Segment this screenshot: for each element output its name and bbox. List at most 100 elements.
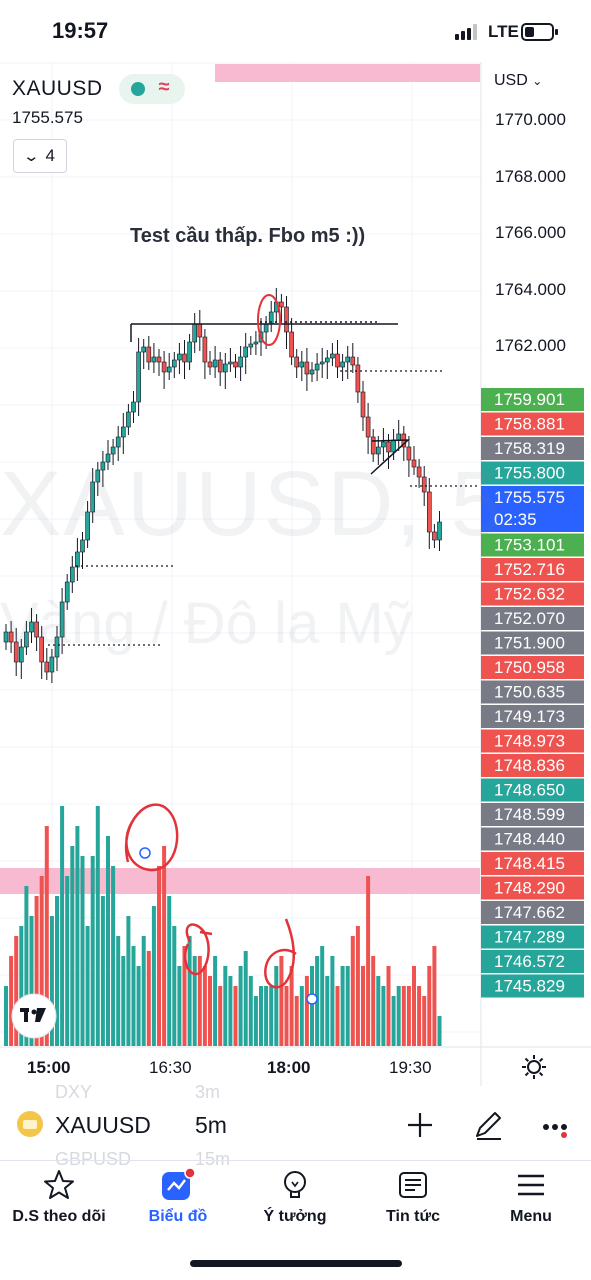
price-label: 1758.881 — [481, 412, 584, 436]
candle — [151, 343, 157, 373]
more-icon[interactable] — [540, 1114, 574, 1140]
volume-bar — [65, 876, 70, 1046]
volume-bar — [111, 866, 116, 1046]
candle — [233, 354, 238, 378]
candle — [100, 451, 106, 487]
nav-label: Biểu đồ — [148, 1208, 208, 1225]
volume-bar — [146, 951, 151, 1046]
price-axis-tick: 1762.000 — [495, 336, 566, 355]
volume-bar — [406, 986, 411, 1046]
volume-bar — [238, 966, 243, 1046]
volume-bar — [19, 926, 24, 1046]
candle — [95, 462, 101, 496]
candle — [421, 466, 427, 506]
volume-bar — [233, 986, 238, 1046]
volume-bar — [386, 966, 391, 1046]
volume-bar — [299, 986, 304, 1046]
nav-chart[interactable]: Biểu đồ — [123, 1168, 233, 1226]
candle — [197, 310, 203, 351]
indicator-toggle-button[interactable]: ⌄ 4 — [13, 139, 67, 173]
ghost-symbol: DXY — [55, 1082, 93, 1102]
drawing-pen-icon[interactable] — [471, 1108, 505, 1142]
nav-watchlist[interactable]: D.S theo dõi — [4, 1168, 114, 1226]
price-chart[interactable]: 1770.000 1768.000 1766.000 1764.000 1762.000… — [0, 62, 591, 1086]
svg-text:1748.290: 1748.290 — [494, 879, 565, 898]
price-label: 1758.319 — [481, 437, 584, 460]
watermark-description: Vàng / Đô la Mỹ — [0, 591, 413, 656]
volume-bar — [294, 996, 299, 1046]
volume-bar — [391, 996, 396, 1046]
plus-icon[interactable] — [405, 1110, 435, 1140]
volume-bar — [396, 986, 401, 1046]
volume-bar — [177, 966, 182, 1046]
candle — [411, 446, 417, 475]
price-label: 1747.662 — [481, 901, 584, 924]
status-bar: 19:57 LTE — [0, 0, 591, 62]
candle — [324, 350, 330, 379]
tradingview-logo[interactable] — [11, 993, 57, 1039]
market-open-icon — [130, 82, 145, 96]
candle — [294, 349, 300, 378]
candle — [177, 343, 182, 374]
volume-bar — [289, 966, 294, 1046]
candle — [360, 381, 366, 431]
nav-menu[interactable]: Menu — [476, 1168, 586, 1226]
event-marker[interactable] — [306, 993, 318, 1005]
svg-text:1748.599: 1748.599 — [494, 805, 565, 824]
candle — [146, 336, 152, 370]
price-label: 1755.575 02:35 — [481, 486, 584, 532]
nav-news[interactable]: Tin tức — [358, 1168, 468, 1226]
chart-area[interactable]: 1770.000 1768.000 1766.000 1764.000 1762.000… — [0, 62, 591, 1086]
candle — [156, 349, 162, 376]
marker-circle — [125, 803, 179, 872]
volume-bar — [335, 986, 340, 1046]
marker-circle — [264, 918, 297, 989]
market-status-pill[interactable]: ≈ — [118, 74, 185, 104]
svg-text:1745.829: 1745.829 — [494, 977, 565, 996]
svg-text:1751.900: 1751.900 — [494, 634, 565, 653]
candle — [110, 439, 116, 465]
candle — [223, 353, 228, 389]
price-label: 1747.289 — [481, 925, 584, 949]
volume-bar — [121, 956, 126, 1046]
volume-bar — [75, 826, 80, 1046]
watermark-symbol: XAUUSD, 5 — [0, 453, 504, 555]
indicator-count: 4 — [45, 146, 56, 165]
volume-bar — [44, 826, 49, 1046]
time-label: 19:30 — [389, 1058, 432, 1077]
candle — [217, 352, 223, 386]
volume-bar — [345, 966, 350, 1046]
volume-bar — [90, 856, 95, 1046]
chart-symbol[interactable]: XAUUSD — [12, 77, 103, 100]
nav-ideas[interactable]: Ý tưởng — [240, 1168, 350, 1226]
trend-wedge[interactable] — [370, 439, 410, 475]
candle — [75, 538, 80, 581]
price-label: 1755.800 — [481, 461, 584, 485]
settings-icon[interactable] — [521, 1054, 547, 1080]
ghost-symbol: GBPUSD — [55, 1149, 132, 1169]
volume-bar — [248, 976, 253, 1046]
candle — [44, 648, 50, 680]
price-label: 1745.829 — [481, 974, 584, 998]
candle — [13, 628, 19, 676]
candle — [314, 353, 320, 381]
price-label: 1751.900 — [481, 631, 584, 655]
last-price: 1755.575 — [12, 108, 83, 127]
candle — [238, 346, 243, 381]
volume-bar — [422, 996, 427, 1046]
chart-annotation[interactable]: Test cầu thấp. Fbo m5 :)) — [130, 225, 366, 247]
volume-bar — [228, 976, 233, 1046]
candle — [202, 329, 208, 379]
drawings[interactable] — [48, 294, 478, 1005]
toolbar-symbol-button[interactable]: XAUUSD — [55, 1112, 151, 1138]
event-marker[interactable] — [139, 847, 151, 859]
volume-bar — [70, 846, 75, 1046]
chart-symbol-header[interactable]: XAUUSD ≈ — [12, 74, 185, 104]
currency-select[interactable]: USD ⌄ — [494, 72, 542, 90]
candle — [192, 313, 197, 353]
volume-bar — [9, 956, 14, 1046]
volume-bar — [100, 896, 105, 1046]
volume-bar — [361, 966, 365, 1046]
volume-bar — [55, 896, 59, 1046]
interval-button[interactable]: 5m — [195, 1112, 227, 1138]
